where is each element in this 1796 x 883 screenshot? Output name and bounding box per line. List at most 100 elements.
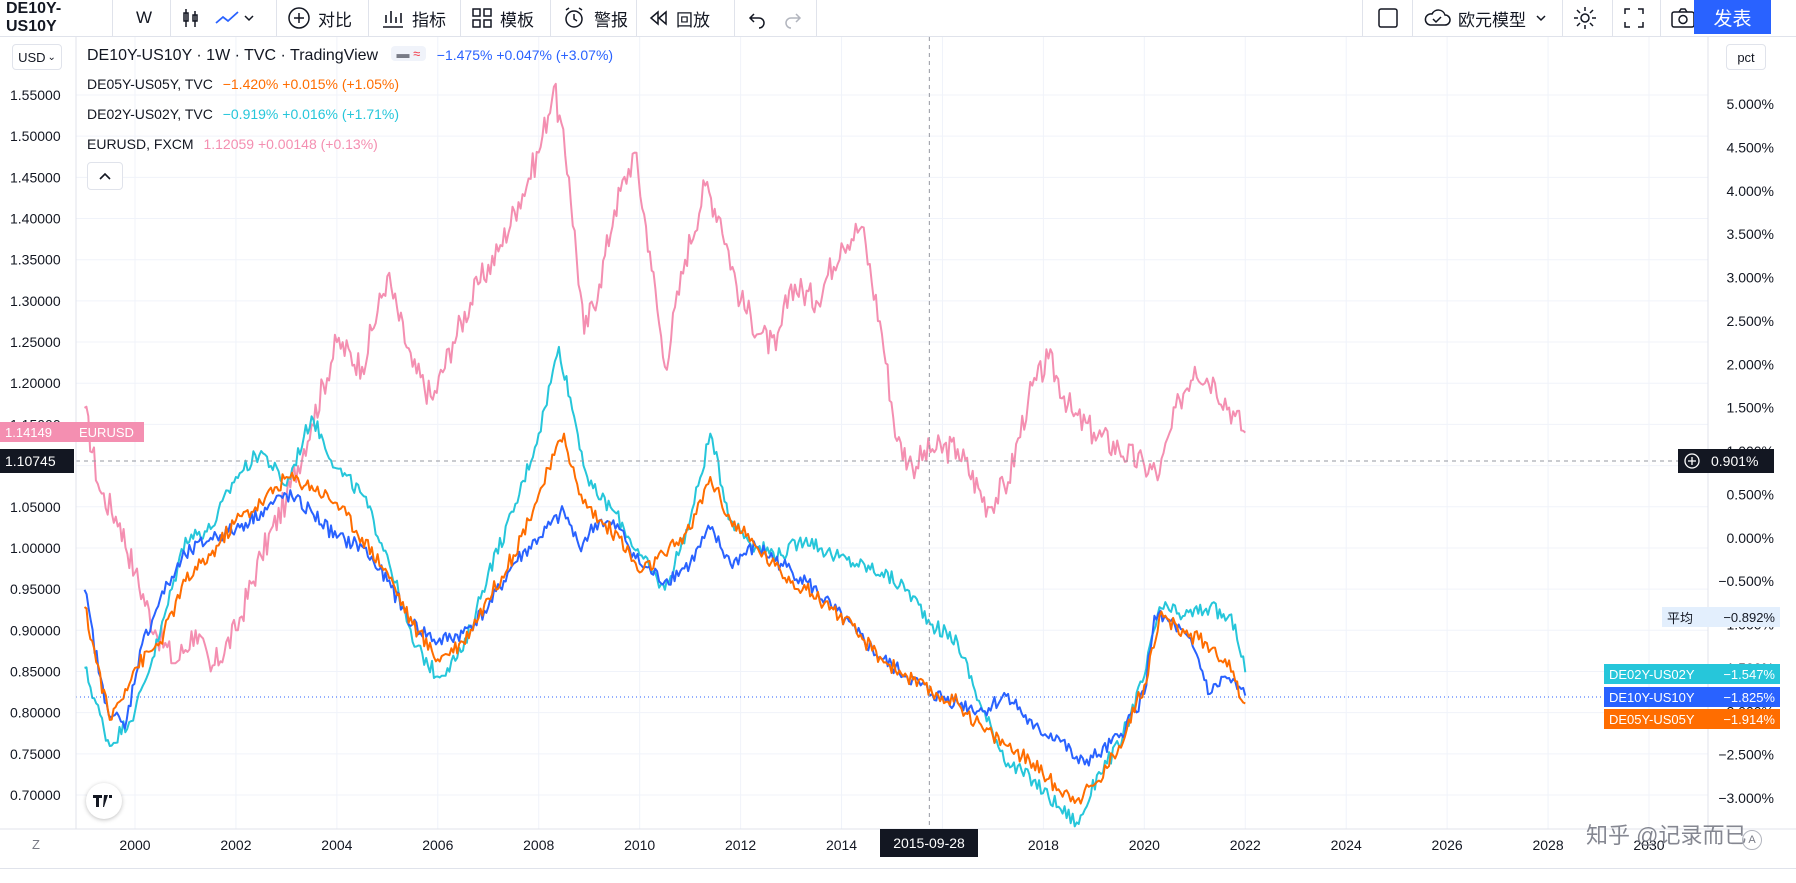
scale-mode-label: pct [1737,49,1755,65]
currency-selector[interactable]: USD ⌄ [12,44,62,70]
right-tick-label: 3.500% [1727,226,1774,242]
tradingview-logo[interactable] [86,783,122,819]
x-tick-label: 2006 [422,837,453,853]
series-tag-value: −1.825% [1723,689,1775,705]
left-tick-label: 0.75000 [10,746,61,762]
watermark: 知乎 @记录而已 [1586,823,1747,848]
undo-button[interactable] [746,0,768,36]
bar-style-button[interactable] [180,0,202,36]
save-layout-button[interactable]: 欧元模型 [1422,0,1550,36]
right-tick-label: 5.000% [1727,96,1774,112]
chart-type-button[interactable] [214,0,256,36]
legend-row-name: EURUSD, FXCM [87,136,194,152]
top-toolbar: DE10Y-US10Y W 对比 指标 模板 警报 回放 [0,0,1796,37]
indicators-icon [383,11,403,28]
legend-row-eurusd[interactable]: EURUSD, FXCM 1.12059 +0.00148 (+0.13%) [87,136,378,152]
legend-row-de02[interactable]: DE02Y-US02Y, TVC −0.919% +0.016% (+1.71%… [87,106,399,122]
x-tick-label: 2002 [220,837,251,853]
x-tick-label: 2026 [1432,837,1463,853]
chevron-up-icon [99,172,111,180]
x-tick-label: 2004 [321,837,352,853]
compare-label: 对比 [318,10,352,30]
left-tick-label: 1.05000 [10,499,61,515]
series-tag-name: DE05Y-US05Y [1609,711,1695,727]
crosshair-date-label: 2015-09-28 [880,829,978,857]
templates-button[interactable]: 模板 [470,0,534,36]
average-value: −0.892% [1723,609,1775,625]
auto-scale-button[interactable]: A [1742,830,1762,850]
right-tick-label: −0.500% [1718,573,1774,589]
candles-icon [183,9,198,27]
alert-label: 警报 [594,10,628,30]
interval-label: W [136,8,153,27]
model-label: 欧元模型 [1458,10,1526,30]
compare-button[interactable]: 对比 [286,0,352,36]
redo-button[interactable] [782,0,804,36]
templates-icon [472,8,492,28]
left-tick-label: 0.70000 [10,787,61,803]
series-line-de10y-us10y[interactable] [83,489,1247,767]
scale-mode-button[interactable]: pct [1726,44,1766,70]
legend-collapse-button[interactable] [87,162,123,190]
legend-main: DE10Y-US10Y · 1W · TVC · TradingView ▬ ≈… [87,46,613,65]
x-tick-label: 2022 [1230,837,1261,853]
series-tag-de10: DE10Y-US10Y −1.825% [1604,687,1780,707]
left-tick-label: 0.90000 [10,622,61,638]
right-tick-label: −2.500% [1718,747,1774,763]
publish-label: 发表 [1713,8,1752,30]
legend-row-name: DE02Y-US02Y, TVC [87,106,213,122]
left-tick-label: 1.00000 [10,540,61,556]
legend-row-values: −1.420% +0.015% (+1.05%) [222,76,400,92]
replay-label: 回放 [676,10,710,30]
left-tick-label: 0.95000 [10,581,61,597]
x-tick-label: 2018 [1028,837,1059,853]
bottom-bar [0,868,1796,883]
left-tick-label: 1.20000 [10,375,61,391]
square-icon [1378,8,1398,28]
x-tick-label: 2008 [523,837,554,853]
right-crosshair-label: 0.901% [1678,449,1774,473]
alert-button[interactable]: 警报 [562,0,628,36]
interval-button[interactable]: W [136,0,152,36]
series-tag-name: DE02Y-US02Y [1609,666,1695,682]
alarm-clock-icon [565,7,583,28]
timezone-button[interactable]: Z [32,836,40,852]
eurusd-price-tag: EURUSD [74,422,144,442]
legend-row-name: DE05Y-US05Y, TVC [87,76,213,92]
right-tick-label: 2.000% [1727,356,1774,372]
indicators-label: 指标 [412,10,446,30]
snapshot-button[interactable] [1670,0,1696,36]
templates-label: 模板 [500,10,534,30]
right-tick-label: 0.000% [1727,530,1774,546]
x-tick-label: 2010 [624,837,655,853]
legend-main-name: DE10Y-US10Y · 1W · TVC · TradingView [87,47,379,64]
cloud-icon [1424,9,1451,26]
right-tick-label: 4.500% [1727,139,1774,155]
series-tag-de05: DE05Y-US05Y −1.914% [1604,709,1780,729]
series-tag-value: −1.547% [1723,666,1775,682]
x-tick-label: 2024 [1331,837,1362,853]
symbol-search-button[interactable]: DE10Y-US10Y [6,0,110,36]
undo-icon [748,13,765,29]
left-tick-label: 1.30000 [10,293,61,309]
redo-icon [785,13,802,29]
x-tick-label: 2030 [1633,837,1664,853]
layout-button[interactable] [1376,0,1400,36]
currency-label: USD [18,49,46,65]
publish-button[interactable]: 发表 [1694,0,1771,34]
indicators-button[interactable]: 指标 [380,0,446,36]
plus-circle-icon[interactable] [1683,452,1701,470]
legend-toggle-button[interactable]: ▬ ≈ [390,46,427,61]
series-line-eurusd[interactable] [83,82,1246,673]
chevron-down-icon [244,15,254,22]
legend-row-de05[interactable]: DE05Y-US05Y, TVC −1.420% +0.015% (+1.05%… [87,76,399,92]
fullscreen-button[interactable] [1622,0,1646,36]
replay-button[interactable]: 回放 [646,0,710,36]
settings-button[interactable] [1572,0,1598,36]
eurusd-price-label: 1.14149 [0,422,74,442]
legend-row-values: −0.919% +0.016% (+1.71%) [222,106,400,122]
series-line-de05y-us05y[interactable] [83,432,1246,805]
line-chart-icon [215,11,239,24]
series-tag-de02: DE02Y-US02Y −1.547% [1604,664,1780,684]
